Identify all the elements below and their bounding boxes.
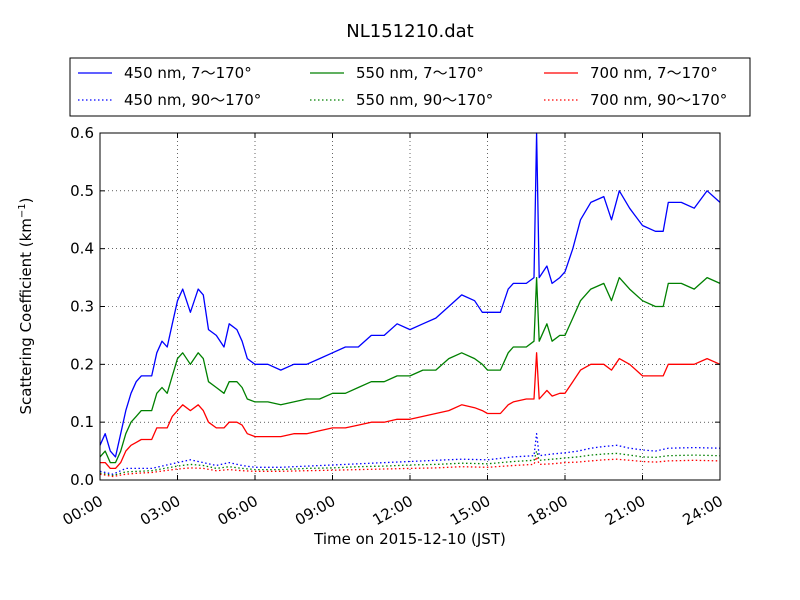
series-line <box>99 276 721 464</box>
y-tick-label: 0.6 <box>70 124 94 142</box>
legend: 450 nm, 7～170° 550 nm, 7～170° 700 nm, 7～17… <box>69 57 751 117</box>
legend-label: 450 nm, 7～170° <box>124 64 252 82</box>
legend-label: 700 nm, 7～170° <box>590 64 718 82</box>
y-axis-label-main: Scattering Coefficient (km <box>17 218 35 414</box>
series-line <box>100 352 721 470</box>
legend-label: 450 nm, 90～170° <box>124 91 261 109</box>
x-axis-label: Time on 2015-12-10 (JST) <box>313 530 506 548</box>
y-tick-label: 0.1 <box>70 413 94 431</box>
legend-label: 550 nm, 7～170° <box>356 64 484 82</box>
series-line <box>99 450 721 477</box>
series-line <box>99 132 721 458</box>
series-layer <box>99 132 721 478</box>
y-axis-label-end: ) <box>17 197 35 203</box>
y-axis-label: Scattering Coefficient (km−1) <box>17 197 35 414</box>
grid <box>100 133 720 480</box>
y-tick-label: 0.2 <box>70 355 94 373</box>
series-line <box>99 456 721 478</box>
legend-frame <box>69 57 751 117</box>
y-tick-label: 0.0 <box>70 471 94 489</box>
y-axis-label-sup: −1 <box>17 203 28 218</box>
y-tick-label: 0.3 <box>70 298 94 316</box>
legend-label: 550 nm, 90～170° <box>356 91 493 109</box>
legend-label: 700 nm, 90～170° <box>590 91 727 109</box>
chart-title: NL151210.dat <box>346 21 473 42</box>
y-tick-label: 0.5 <box>70 182 94 200</box>
y-tick-label: 0.4 <box>70 240 94 258</box>
